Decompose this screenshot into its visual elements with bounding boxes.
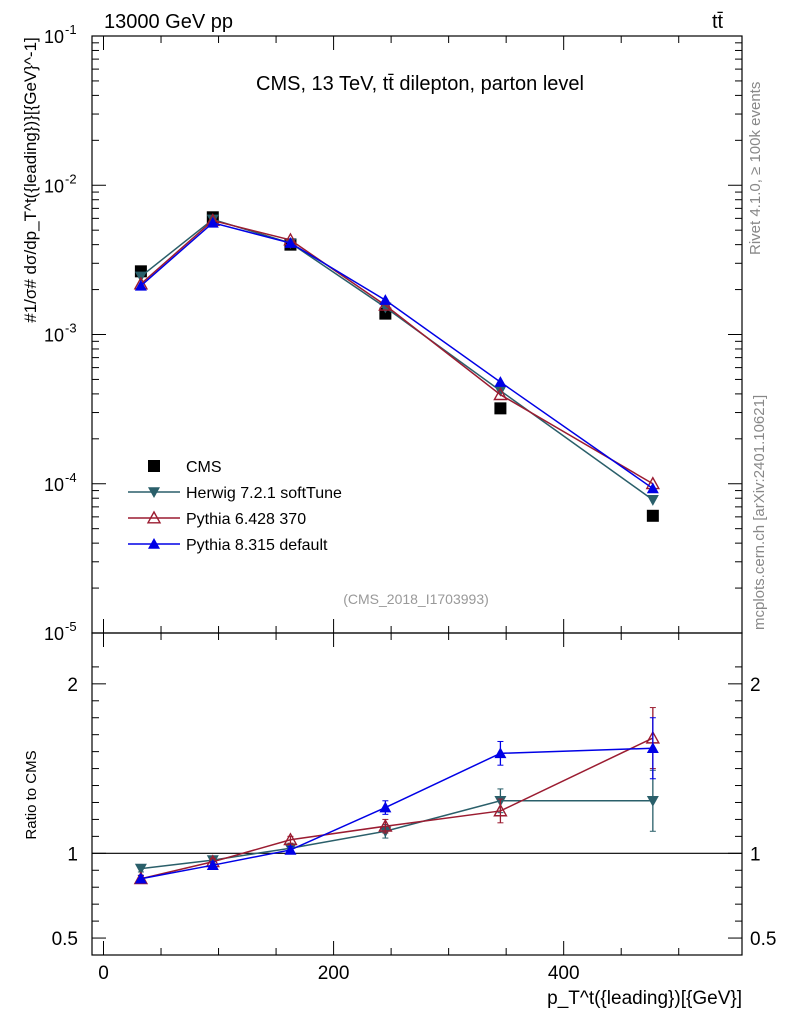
main-y-axis: 10-110-210-310-410-5 (44, 22, 742, 644)
x-axis: 0 200 400 (98, 36, 680, 984)
x-label: p_T^t({leading})[{GeV}] (547, 988, 742, 1009)
y-tick-exponent: -1 (65, 22, 77, 37)
legend-label-herwig-7-2-1-softtune: Herwig 7.2.1 softTune (186, 485, 342, 502)
data-point-pythia-8-315-default (134, 279, 147, 291)
data-point-herwig-7-2-1-softtune (494, 385, 507, 397)
data-point-pythia-6-428-370 (493, 387, 508, 401)
data-point-pythia-8-315-default (284, 237, 297, 248)
y-tick-exponent: -2 (65, 171, 77, 186)
ratio-tick-label: 1 (67, 844, 78, 865)
x-tick-label: 400 (548, 963, 580, 984)
legend-label-pythia-6-428-370: Pythia 6.428 370 (186, 511, 306, 528)
legend-label-cms: CMS (186, 459, 222, 476)
ratio-y-axis: 0.5 0.5 1 1 2 2 (52, 666, 776, 950)
ratio-tick-label-right: 1 (750, 844, 761, 865)
y-tick-label: 10 (44, 27, 64, 47)
y-tick-exponent: -5 (65, 619, 77, 634)
ratio-series-layer (133, 707, 661, 885)
analysis-id: (CMS_2018_I1703993) (343, 591, 489, 607)
y-tick-label: 10 (44, 326, 64, 346)
ratio-point-herwig-7-2-1-softtune (646, 795, 659, 807)
data-point-herwig-7-2-1-softtune (646, 495, 659, 506)
x-tick-label: 200 (318, 963, 350, 984)
ratio-tick-label-right: 2 (750, 675, 761, 696)
ratio-point-pythia-6-428-370 (378, 818, 393, 832)
ratio-line-pythia-6-428-370 (140, 737, 654, 880)
ratio-point-pythia-8-315-default (379, 801, 392, 813)
y-tick-exponent: -3 (65, 321, 77, 336)
ratio-point-pythia-8-315-default (494, 747, 507, 759)
data-point-cms (494, 402, 507, 415)
legend-marker-pythia-8-315-default (148, 538, 160, 549)
rivet-label: Rivet 4.1.0, ≥ 100k events (747, 82, 764, 255)
chart-title: CMS, 13 TeV, tt̄ dilepton, parton level (256, 73, 584, 95)
series-line-pythia-6-428-370 (140, 219, 654, 485)
header-left: 13000 GeV pp (104, 11, 233, 33)
data-point-pythia-8-315-default (379, 294, 392, 305)
legend-marker-herwig-7-2-1-softtune (148, 487, 160, 498)
legend-marker-pythia-6-428-370 (146, 510, 162, 524)
y-tick-label: 10 (44, 475, 64, 495)
mcplots-label: mcplots.cern.ch [arXiv:2401.10621] (751, 395, 768, 630)
legend-marker-cms (148, 460, 160, 472)
ratio-plot-frame (91, 632, 743, 956)
ratio-line-herwig-7-2-1-softtune (140, 800, 653, 870)
y-tick-label: 10 (44, 624, 64, 644)
series-line-pythia-8-315-default (140, 222, 654, 490)
x-tick-label: 0 (98, 963, 109, 984)
data-point-pythia-8-315-default (494, 376, 507, 387)
ratio-point-pythia-6-428-370 (493, 803, 508, 817)
ratio-tick-label: 0.5 (52, 929, 78, 950)
main-series-layer (133, 211, 661, 522)
ratio-point-pythia-8-315-default (206, 859, 219, 870)
ratio-tick-label: 2 (67, 675, 78, 696)
ratio-point-pythia-8-315-default (134, 872, 147, 884)
ratio-y-label: Ratio to CMS (23, 750, 40, 839)
ratio-point-pythia-8-315-default (646, 742, 659, 754)
ratio-line-pythia-8-315-default (140, 747, 653, 880)
legend-label-pythia-8-315-default: Pythia 8.315 default (186, 537, 328, 554)
data-point-pythia-8-315-default (206, 216, 219, 228)
ratio-point-pythia-8-315-default (284, 843, 297, 855)
ratio-point-herwig-7-2-1-softtune (134, 863, 147, 875)
y-tick-exponent: -4 (65, 470, 77, 485)
data-point-pythia-8-315-default (646, 482, 659, 494)
legend: CMS Herwig 7.2.1 softTune Pythia 6.428 370… (128, 459, 342, 554)
header-right: tt̄ (712, 11, 724, 33)
data-point-cms (646, 509, 659, 522)
main-y-label: #1/σ# dσ/dp_T^t({leading})}[{GeV}^-1] (21, 37, 40, 323)
y-tick-label: 10 (44, 176, 64, 196)
ratio-tick-label-right: 0.5 (750, 929, 776, 950)
series-line-herwig-7-2-1-softtune (140, 218, 654, 501)
